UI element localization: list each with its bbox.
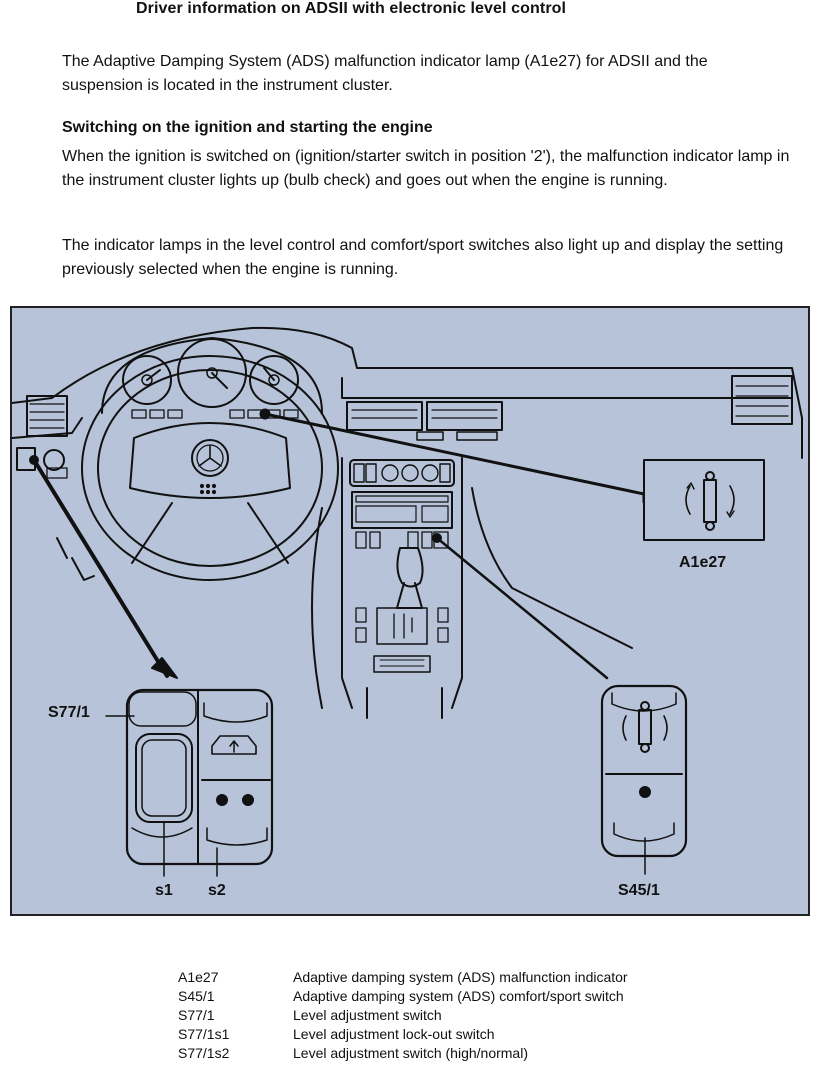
legend-description: Adaptive damping system (ADS) comfort/sp…	[293, 988, 624, 1004]
label-s77-1: S77/1	[48, 704, 90, 721]
section-heading: Switching on the ignition and starting t…	[62, 119, 433, 136]
legend-description: Level adjustment switch	[293, 1007, 442, 1023]
legend-row: S77/1s1 Level adjustment lock-out switch	[178, 1025, 628, 1044]
section-paragraph-1: When the ignition is switched on (igniti…	[62, 148, 790, 189]
legend-code: S45/1	[178, 988, 215, 1004]
legend-code: S77/1	[178, 1007, 215, 1023]
dashboard-drawing	[12, 326, 803, 877]
intro-paragraph: The Adaptive Damping System (ADS) malfun…	[62, 53, 708, 94]
legend-row: A1e27 Adaptive damping system (ADS) malf…	[178, 968, 628, 987]
legend-code: A1e27	[178, 969, 219, 985]
legend-row: S77/1 Level adjustment switch	[178, 1006, 628, 1025]
legend-description: Level adjustment lock-out switch	[293, 1026, 495, 1042]
legend-code: S77/1s2	[178, 1045, 230, 1061]
legend-row: S77/1s2 Level adjustment switch (high/no…	[178, 1044, 628, 1063]
label-s45-1: S45/1	[618, 882, 660, 899]
section-paragraph-2: The indicator lamps in the level control…	[62, 237, 784, 278]
legend-description: Level adjustment switch (high/normal)	[293, 1045, 528, 1061]
legend: A1e27 Adaptive damping system (ADS) malf…	[178, 968, 628, 1063]
legend-row: S45/1 Adaptive damping system (ADS) comf…	[178, 987, 628, 1006]
dashboard-illustration: A1e27 S77/1 s1 s2 S45/1	[10, 306, 810, 916]
legend-description: Adaptive damping system (ADS) malfunctio…	[293, 969, 628, 985]
label-s2: s2	[208, 882, 226, 899]
label-a1e27: A1e27	[679, 554, 727, 571]
page-title: Driver information on ADSII with electro…	[136, 0, 567, 17]
legend-code: S77/1s1	[178, 1026, 230, 1042]
label-s1: s1	[155, 882, 173, 899]
